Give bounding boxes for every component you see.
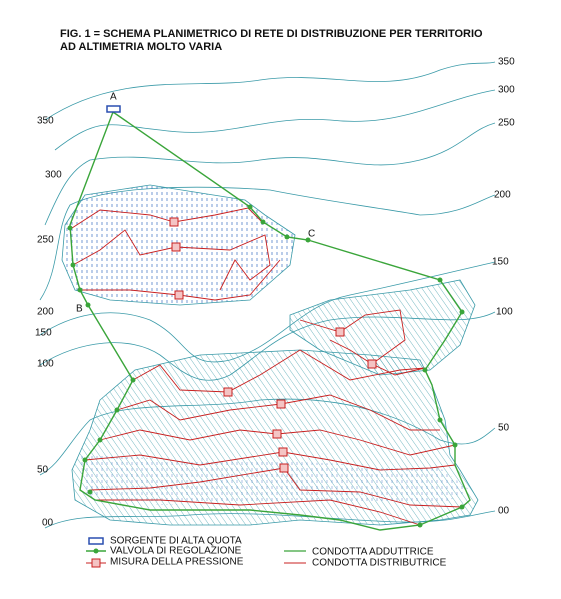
point-label: C xyxy=(308,229,315,240)
contour-label: 50 xyxy=(498,423,510,434)
contour-label: 200 xyxy=(37,307,54,318)
legend-label: MISURA DELLA PRESSIONE xyxy=(110,557,244,568)
contour-label: 350 xyxy=(37,116,54,127)
main-pipeline xyxy=(67,111,471,531)
legend-label: CONDOTTA DISTRIBUTRICE xyxy=(312,558,447,569)
title-line: AD ALTIMETRIA MOLTO VARIA xyxy=(60,41,222,53)
contour-label: 250 xyxy=(37,235,54,246)
title-line: FIG. 1 = SCHEMA PLANIMETRICO DI RETE DI … xyxy=(60,28,483,40)
legend-label: VALVOLA DI REGOLAZIONE xyxy=(110,546,242,557)
contour-label: 150 xyxy=(492,257,509,268)
pressure-gauges xyxy=(169,217,377,473)
contour-label: 350 xyxy=(498,57,515,68)
legend: SORGENTE DI ALTA QUOTA VALVOLA DI REGOLA… xyxy=(86,536,447,569)
source-icon xyxy=(106,105,121,113)
contour-label: 00 xyxy=(498,506,510,517)
zones xyxy=(61,184,479,526)
contour-label: 200 xyxy=(494,190,511,201)
point-label: B xyxy=(76,304,83,315)
contour-label: 100 xyxy=(496,307,513,318)
contour-label: 300 xyxy=(45,170,62,181)
contour-label: 50 xyxy=(37,465,49,476)
point-label: A xyxy=(110,92,117,103)
contour-labels: 350 300 250 200 150 100 50 00 350 300 25… xyxy=(35,57,515,529)
contour-label: 100 xyxy=(37,359,54,370)
legend-label: SORGENTE DI ALTA QUOTA xyxy=(110,536,242,547)
contour-label: 250 xyxy=(498,118,515,129)
legend-label: CONDOTTA ADDUTTRICE xyxy=(312,547,434,558)
contour-label: 300 xyxy=(498,85,515,96)
contour-label: 00 xyxy=(42,518,54,529)
contour-label: 150 xyxy=(35,328,52,339)
